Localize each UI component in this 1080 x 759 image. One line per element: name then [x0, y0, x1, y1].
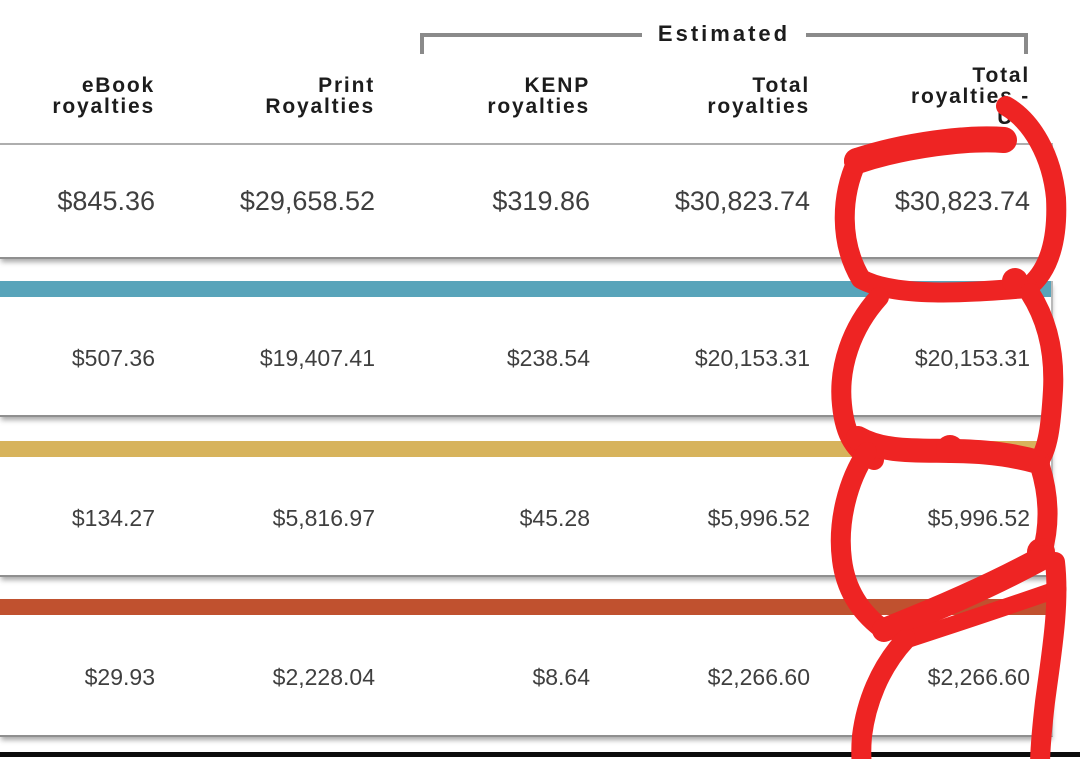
royalty-value-total-us: $5,996.52	[927, 504, 1030, 531]
table-row: $134.27 $5,816.97 $45.28 $5,996.52 $5,99…	[0, 441, 1053, 577]
royalty-value-kenp: $45.28	[519, 504, 590, 531]
bottom-edge-bar	[0, 752, 1080, 757]
row-body: $507.36 $19,407.41 $238.54 $20,153.31 $2…	[0, 297, 1051, 415]
table-row: $29.93 $2,228.04 $8.64 $2,266.60 $2,266.…	[0, 599, 1053, 737]
estimated-bracket: Estimated	[420, 21, 1028, 54]
table-row: $507.36 $19,407.41 $238.54 $20,153.31 $2…	[0, 281, 1053, 417]
royalty-value-total: $5,996.52	[707, 504, 810, 531]
bracket-right-line	[806, 33, 1028, 54]
royalty-value-total: $2,266.60	[707, 663, 810, 690]
row-body: $845.36 $29,658.52 $319.86 $30,823.74 $3…	[0, 145, 1051, 257]
royalty-value-ebook: $845.36	[57, 185, 155, 216]
row-accent-bar-orange	[0, 599, 1051, 615]
bracket-left-line	[420, 33, 642, 54]
royalty-value-total-us: $20,153.31	[914, 344, 1030, 371]
royalty-value-kenp: $8.64	[532, 663, 590, 690]
royalty-value-print: $29,658.52	[239, 185, 375, 216]
royalty-value-ebook: $507.36	[71, 344, 155, 371]
row-body: $29.93 $2,228.04 $8.64 $2,266.60 $2,266.…	[0, 615, 1051, 735]
royalty-value-ebook: $134.27	[71, 504, 155, 531]
royalty-value-total: $20,153.31	[694, 344, 810, 371]
royalty-value-ebook: $29.93	[84, 663, 155, 690]
royalty-value-total: $30,823.74	[674, 185, 810, 216]
column-header-ebook-royalties: eBook royalties	[52, 74, 155, 118]
table-row: $845.36 $29,658.52 $319.86 $30,823.74 $3…	[0, 143, 1053, 259]
column-header-kenp-royalties: KENP royalties	[487, 74, 590, 118]
royalty-value-total-us: $2,266.60	[927, 663, 1030, 690]
row-accent-bar-teal	[0, 281, 1051, 297]
royalty-value-total-us: $30,823.74	[894, 185, 1030, 216]
column-header-print-royalties: Print Royalties	[265, 74, 375, 118]
column-header-total-royalties: Total royalties	[707, 74, 810, 118]
royalty-value-kenp: $238.54	[506, 344, 590, 371]
royalty-value-print: $2,228.04	[272, 663, 375, 690]
estimated-label: Estimated	[657, 21, 791, 46]
royalty-value-kenp: $319.86	[492, 185, 590, 216]
column-header-total-royalties-us: Total royalties - US	[910, 64, 1030, 129]
column-header-row: eBook royalties Print Royalties KENP roy…	[0, 0, 1035, 128]
royalty-value-print: $19,407.41	[259, 344, 375, 371]
row-body: $134.27 $5,816.97 $45.28 $5,996.52 $5,99…	[0, 457, 1051, 575]
row-accent-bar-gold	[0, 441, 1051, 457]
royalty-value-print: $5,816.97	[272, 504, 375, 531]
